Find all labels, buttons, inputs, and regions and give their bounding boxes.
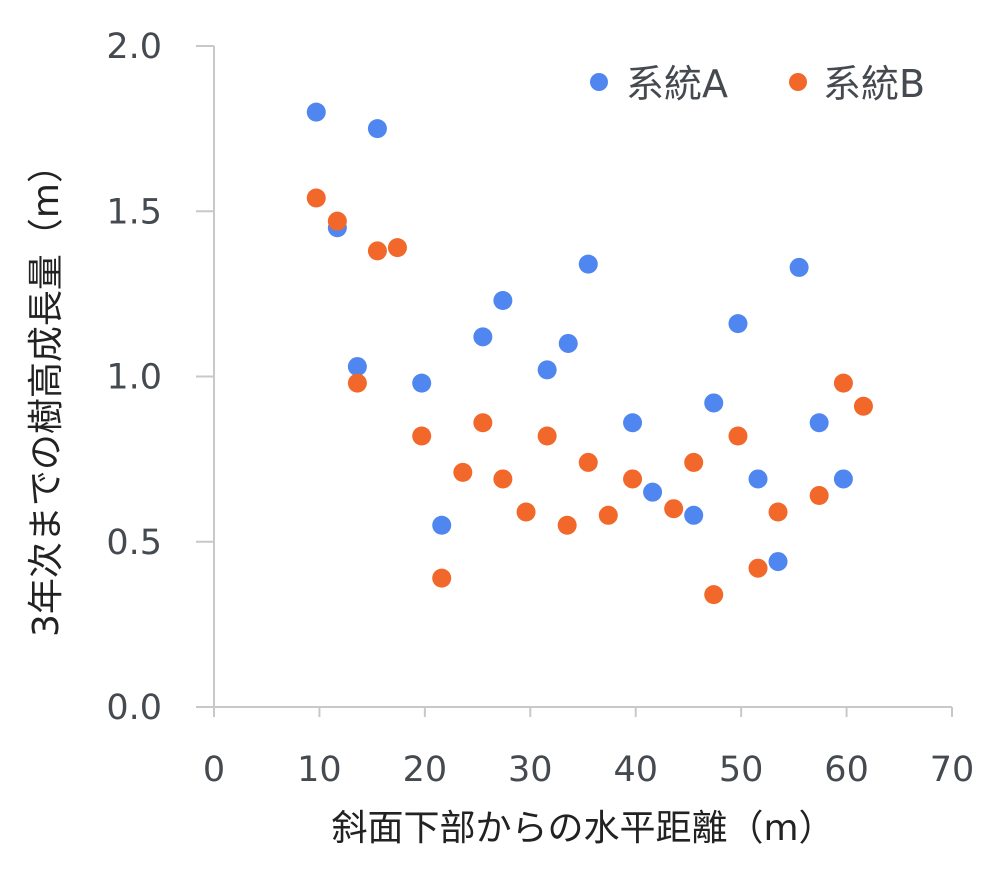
legend-marker-series-b bbox=[789, 73, 807, 91]
data-point bbox=[306, 188, 326, 208]
data-point bbox=[833, 373, 853, 393]
x-tick-label: 70 bbox=[930, 750, 975, 790]
data-point bbox=[493, 290, 513, 310]
data-point bbox=[684, 452, 704, 472]
y-tick-label: 0.0 bbox=[106, 688, 162, 728]
data-point bbox=[516, 502, 536, 522]
data-point bbox=[558, 333, 578, 353]
y-tick-label: 0.5 bbox=[106, 523, 162, 563]
y-tick-label: 1.5 bbox=[106, 192, 162, 232]
legend: 系統A 系統B bbox=[590, 62, 925, 106]
data-point bbox=[598, 505, 618, 525]
data-point bbox=[704, 585, 724, 605]
data-point bbox=[789, 257, 809, 277]
x-tick-label: 0 bbox=[203, 750, 225, 790]
y-tick-label: 2.0 bbox=[106, 27, 162, 67]
data-point bbox=[473, 327, 493, 347]
y-axis-title: 3年次までの樹高成長量（m） bbox=[26, 147, 67, 637]
x-tick-label: 10 bbox=[297, 750, 342, 790]
data-point bbox=[537, 426, 557, 446]
data-point bbox=[537, 360, 557, 380]
data-point bbox=[684, 505, 704, 525]
x-tick-label: 30 bbox=[508, 750, 553, 790]
data-point bbox=[809, 485, 829, 505]
data-point bbox=[327, 211, 347, 231]
y-tick-label: 1.0 bbox=[106, 358, 162, 398]
data-point bbox=[432, 515, 452, 535]
data-point bbox=[473, 413, 493, 433]
data-point bbox=[367, 241, 387, 261]
data-point bbox=[704, 393, 724, 413]
data-point bbox=[412, 373, 432, 393]
data-point bbox=[643, 482, 663, 502]
data-point bbox=[453, 462, 473, 482]
data-point bbox=[578, 452, 598, 472]
data-points bbox=[306, 102, 873, 605]
legend-marker-series-a bbox=[590, 73, 608, 91]
data-point bbox=[347, 373, 367, 393]
x-tick-label: 50 bbox=[719, 750, 764, 790]
data-point bbox=[367, 119, 387, 139]
series-a-points bbox=[306, 102, 853, 572]
data-point bbox=[557, 515, 577, 535]
data-point bbox=[748, 558, 768, 578]
x-axis-ticks: 0 10 20 30 40 50 60 70 bbox=[203, 707, 974, 790]
data-point bbox=[728, 426, 748, 446]
data-point bbox=[623, 413, 643, 433]
x-axis-title: 斜面下部からの水平距離（m） bbox=[331, 808, 834, 849]
data-point bbox=[853, 396, 873, 416]
legend-label-series-b: 系統B bbox=[823, 62, 925, 106]
legend-label-series-a: 系統A bbox=[626, 62, 728, 106]
data-point bbox=[768, 552, 788, 572]
y-axis-ticks: 0.0 0.5 1.0 1.5 2.0 bbox=[106, 27, 214, 728]
data-point bbox=[728, 314, 748, 334]
data-point bbox=[432, 568, 452, 588]
x-tick-label: 40 bbox=[613, 750, 658, 790]
x-tick-label: 20 bbox=[403, 750, 448, 790]
data-point bbox=[664, 499, 684, 519]
series-b-points bbox=[306, 188, 873, 605]
data-point bbox=[493, 469, 513, 489]
data-point bbox=[412, 426, 432, 446]
data-point bbox=[347, 357, 367, 377]
data-point bbox=[387, 238, 407, 258]
data-point bbox=[306, 102, 326, 122]
data-point bbox=[748, 469, 768, 489]
data-point bbox=[833, 469, 853, 489]
x-tick-label: 60 bbox=[824, 750, 869, 790]
data-point bbox=[623, 469, 643, 489]
data-point bbox=[768, 502, 788, 522]
data-point bbox=[578, 254, 598, 274]
data-point bbox=[809, 413, 829, 433]
